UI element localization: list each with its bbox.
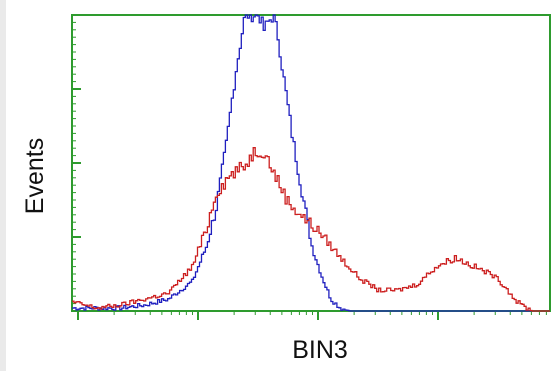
x-axis-title: BIN3 [292,336,348,364]
histogram-series-1-line [72,14,550,312]
series-layer [72,14,550,312]
plot-frame [71,14,551,312]
histogram-series-2-line [72,147,550,312]
y-axis-title: Events [21,138,49,214]
x-axis-ticks [77,311,547,320]
left-edge-strip [0,0,6,371]
y-axis-ticks [72,14,81,312]
